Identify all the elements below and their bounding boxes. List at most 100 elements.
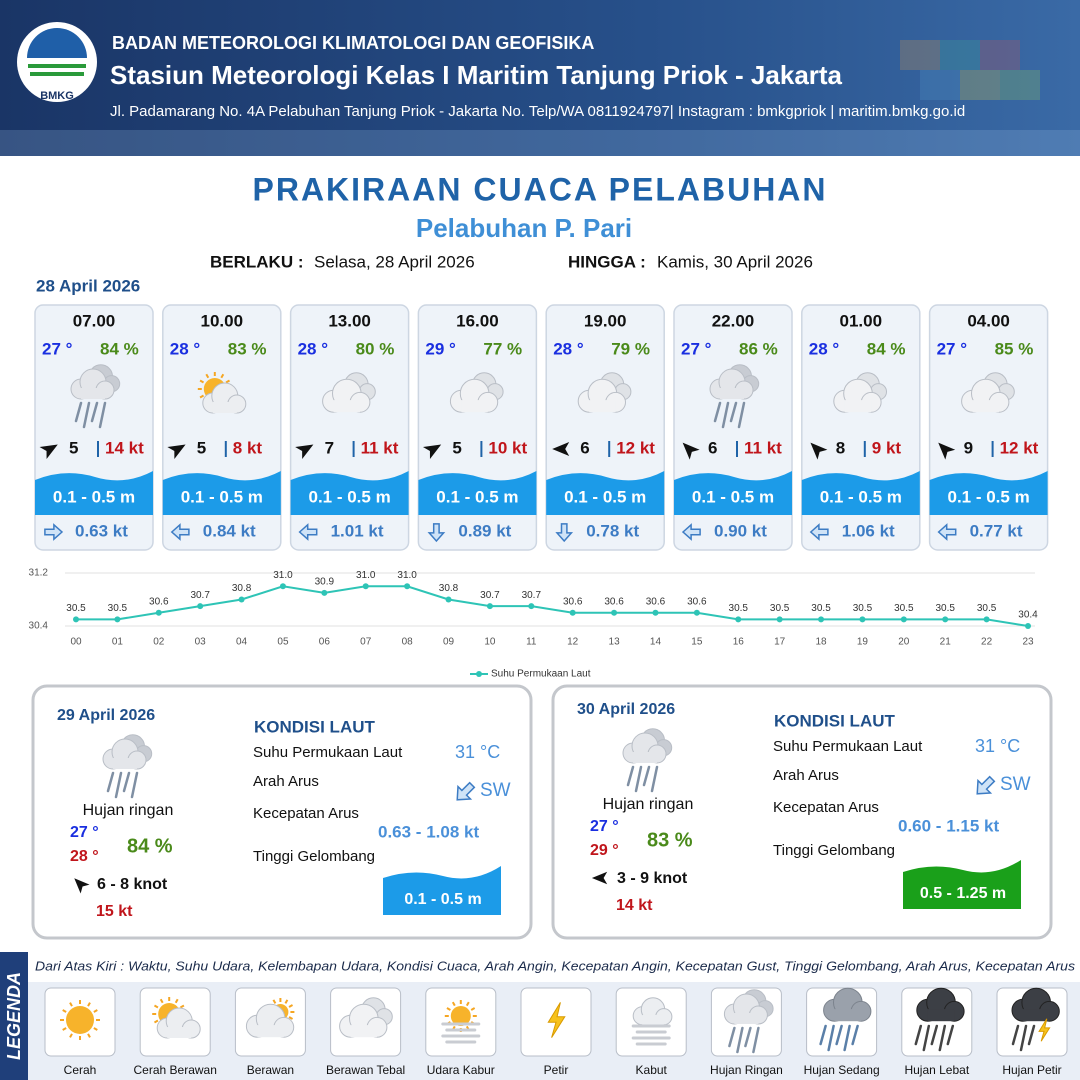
sun-ray	[446, 1007, 451, 1011]
cloud	[589, 400, 616, 413]
time: 19.00	[584, 311, 627, 330]
sun-ray	[93, 1027, 98, 1031]
sun-ray	[220, 373, 225, 379]
sst: 31 °C	[455, 742, 500, 762]
validity-label: HINGGA :	[568, 252, 646, 271]
wave-band	[801, 471, 920, 515]
weather-icon	[961, 372, 1015, 413]
point	[445, 596, 452, 603]
cloud	[257, 1025, 284, 1038]
current-speed: 0.90 kt	[714, 521, 767, 540]
x-tick-label: 05	[277, 637, 289, 648]
sun-ray	[470, 1007, 476, 1011]
weather-icon	[322, 372, 376, 413]
wind-arrow	[682, 442, 700, 460]
x-tick-label: 09	[443, 637, 455, 648]
rain	[106, 771, 115, 793]
gust: 12 kt	[1000, 438, 1039, 457]
temperature-max: 28 °	[70, 848, 99, 865]
rain	[74, 401, 83, 423]
time: 07.00	[73, 311, 116, 330]
time: 01.00	[840, 311, 883, 330]
sst-label: Suhu Permukaan Laut	[253, 744, 403, 761]
rain	[721, 401, 730, 429]
point	[735, 616, 742, 623]
lightning	[1038, 1018, 1051, 1042]
data-label: 30.4	[1018, 610, 1038, 621]
x-tick-label: 17	[774, 637, 786, 648]
rain	[1019, 1024, 1028, 1052]
wind-speed: 6	[580, 438, 589, 457]
humidity: 83 %	[647, 829, 693, 851]
rain	[737, 401, 746, 429]
validity-label: BERLAKU :	[210, 252, 304, 271]
temperature: 28 °	[809, 339, 840, 358]
day-date: 29 April 2026	[57, 707, 155, 724]
sst-label: Suhu Permukaan Laut	[773, 738, 923, 755]
data-label: 30.9	[315, 577, 335, 588]
legend-marker	[476, 671, 482, 677]
wave-height: 0.1 - 0.5 m	[820, 487, 902, 506]
cloud	[461, 400, 488, 413]
x-tick-label: 07	[360, 637, 372, 648]
rain	[729, 401, 738, 423]
sun-ray	[62, 1027, 67, 1031]
weather-icon	[339, 997, 393, 1038]
rain	[1011, 1024, 1020, 1046]
y-tick-label: 30.4	[29, 621, 49, 632]
weather-icon	[197, 372, 247, 414]
x-tick-label: 16	[733, 637, 745, 648]
rain	[114, 771, 123, 799]
wind-arrow	[810, 442, 828, 460]
x-tick-label: 04	[236, 637, 248, 648]
data-label: 30.7	[522, 590, 542, 601]
weather-icon	[245, 998, 295, 1038]
x-tick-label: 19	[857, 637, 869, 648]
rain	[82, 401, 91, 429]
gust: 8 kt	[233, 438, 263, 457]
current-speed: 0.60 - 1.15 kt	[898, 816, 999, 835]
validity-to: Kamis, 30 April 2026	[657, 252, 813, 271]
rain	[851, 1024, 859, 1046]
legend-item: Petir	[544, 1063, 569, 1077]
current-speed: 1.01 kt	[331, 521, 384, 540]
address: Jl. Padamarang No. 4A Pelabuhan Tanjung …	[110, 103, 965, 120]
rain	[713, 401, 722, 423]
cloud	[720, 388, 744, 399]
legend-item: Cerah	[64, 1063, 97, 1077]
logo-mark	[28, 64, 86, 76]
current-arrow	[809, 523, 829, 541]
line	[76, 585, 1029, 627]
rain	[98, 401, 107, 429]
current-arrow	[681, 523, 701, 541]
legend-description: Dari Atas Kiri : Waktu, Suhu Udara, Kele…	[35, 958, 1076, 973]
weather-icon	[622, 728, 673, 793]
data-label: 30.7	[480, 590, 500, 601]
data-label: 31.0	[356, 570, 376, 581]
x-tick-label: 03	[195, 637, 207, 648]
sun-ray	[288, 1004, 294, 1008]
sun-ray	[69, 1002, 73, 1007]
rain	[122, 771, 131, 793]
data-label: 30.5	[108, 603, 128, 614]
legend-item: Cerah Berawan	[134, 1063, 217, 1077]
time: 16.00	[456, 311, 499, 330]
rain	[744, 1026, 752, 1048]
point	[569, 609, 576, 616]
current-speed: 0.84 kt	[203, 521, 256, 540]
legend-description-bar	[28, 952, 1080, 982]
point	[859, 616, 866, 623]
wave-label: Tinggi Gelombang	[773, 842, 895, 859]
sun-ray	[284, 999, 289, 1004]
current-arrow	[456, 781, 476, 801]
wind-arrow	[422, 444, 442, 460]
cloud	[633, 752, 657, 763]
wind-speed: 8	[836, 438, 845, 457]
wave-band	[929, 471, 1048, 515]
rain	[819, 1024, 827, 1046]
wave-height: 0.1 - 0.5 m	[947, 487, 1029, 506]
humidity: 84 %	[867, 339, 906, 358]
cloud	[844, 400, 872, 413]
